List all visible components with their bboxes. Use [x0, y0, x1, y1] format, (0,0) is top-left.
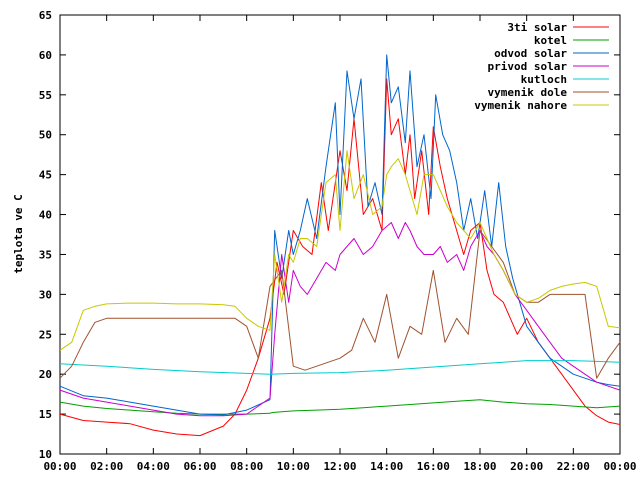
x-tick-label: 18:00 — [463, 460, 496, 473]
series-group — [59, 54, 621, 437]
series-line-kotel — [59, 399, 621, 415]
x-tick-label: 20:00 — [510, 460, 543, 473]
legend-label: privod solar — [488, 60, 568, 73]
x-tick-label: 00:00 — [603, 460, 636, 473]
x-tick-label: 06:00 — [183, 460, 216, 473]
x-tick-label: 00:00 — [43, 460, 76, 473]
y-tick-label: 60 — [39, 49, 52, 62]
series-line-kutloch — [59, 360, 621, 375]
x-tick-label: 04:00 — [137, 460, 170, 473]
y-tick-label: 30 — [39, 288, 52, 301]
series-line-vymenik-nahore — [59, 150, 621, 351]
y-tick-label: 20 — [39, 368, 52, 381]
y-tick-label: 40 — [39, 209, 52, 222]
x-tick-label: 16:00 — [417, 460, 450, 473]
y-tick-label: 10 — [39, 448, 52, 461]
series-line-privod-solar — [59, 222, 621, 417]
series-line-odvod-solar — [59, 54, 621, 416]
legend-label: vymenik nahore — [474, 99, 567, 112]
axis-ticks: 10 15 20 25 30 35 40 45 50 55 60 65 00:00 02:00 04:00 0… — [39, 9, 637, 473]
x-tick-label: 22:00 — [557, 460, 590, 473]
y-axis-label: teplota ve C — [12, 194, 25, 273]
legend-label: kotel — [534, 34, 567, 47]
legend-label: vymenik dole — [488, 86, 568, 99]
y-tick-label: 65 — [39, 9, 52, 22]
series-line-3ti-solar — [59, 78, 621, 437]
x-tick-label: 10:00 — [277, 460, 310, 473]
x-tick-label: 02:00 — [90, 460, 123, 473]
legend-label: kutloch — [521, 73, 567, 86]
series-line-vymenik-dole — [59, 230, 621, 379]
x-tick-label: 08:00 — [230, 460, 263, 473]
y-tick-label: 45 — [39, 169, 52, 182]
y-tick-label: 15 — [39, 408, 52, 421]
legend-label: 3ti solar — [507, 21, 567, 34]
legend-label: odvod solar — [494, 47, 567, 60]
y-tick-label: 50 — [39, 129, 52, 142]
x-tick-label: 14:00 — [370, 460, 403, 473]
x-tick-label: 12:00 — [323, 460, 356, 473]
y-tick-label: 25 — [39, 328, 52, 341]
y-tick-label: 55 — [39, 89, 52, 102]
y-tick-label: 35 — [39, 248, 52, 261]
